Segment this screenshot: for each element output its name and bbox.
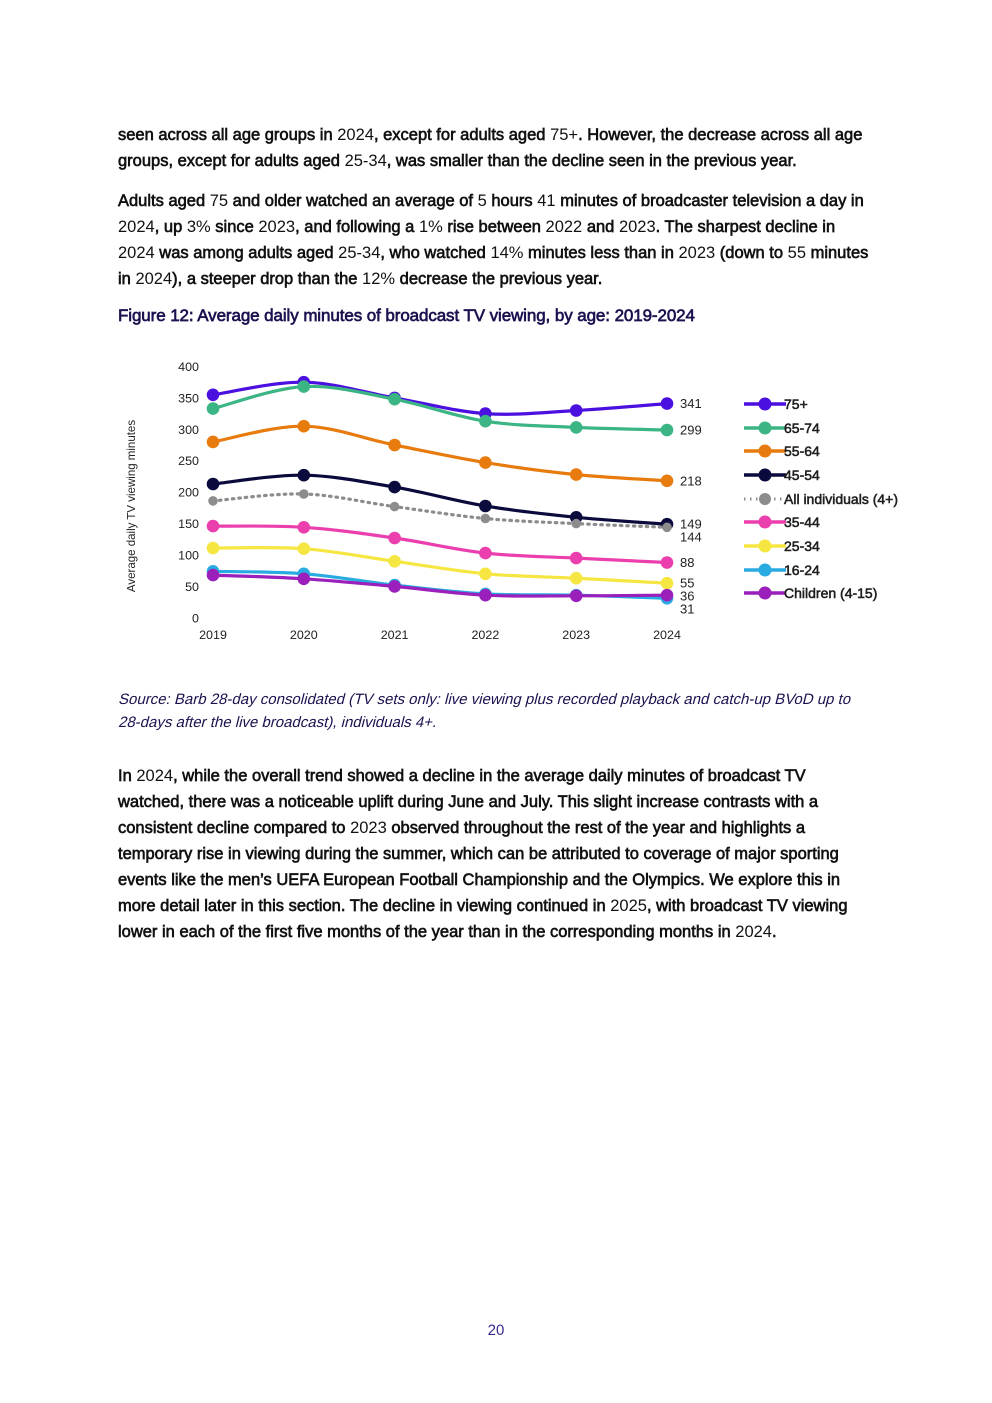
svg-text:2023: 2023	[562, 628, 590, 642]
svg-text:200: 200	[178, 486, 199, 500]
svg-text:88: 88	[680, 555, 694, 570]
svg-text:400: 400	[178, 360, 199, 374]
svg-text:341: 341	[680, 396, 702, 411]
svg-text:144: 144	[680, 530, 702, 545]
svg-text:100: 100	[178, 549, 199, 563]
svg-text:2021: 2021	[381, 628, 409, 642]
svg-text:31: 31	[680, 602, 694, 617]
svg-text:299: 299	[680, 423, 702, 438]
svg-text:150: 150	[178, 517, 199, 531]
svg-text:2020: 2020	[290, 628, 318, 642]
svg-text:2022: 2022	[471, 628, 499, 642]
svg-text:50: 50	[185, 580, 199, 594]
svg-text:2024: 2024	[653, 628, 681, 642]
svg-text:300: 300	[178, 423, 199, 437]
svg-text:350: 350	[178, 391, 199, 405]
svg-text:218: 218	[680, 473, 702, 488]
svg-text:0: 0	[192, 611, 199, 625]
svg-text:250: 250	[178, 454, 199, 468]
svg-text:2019: 2019	[199, 628, 227, 642]
